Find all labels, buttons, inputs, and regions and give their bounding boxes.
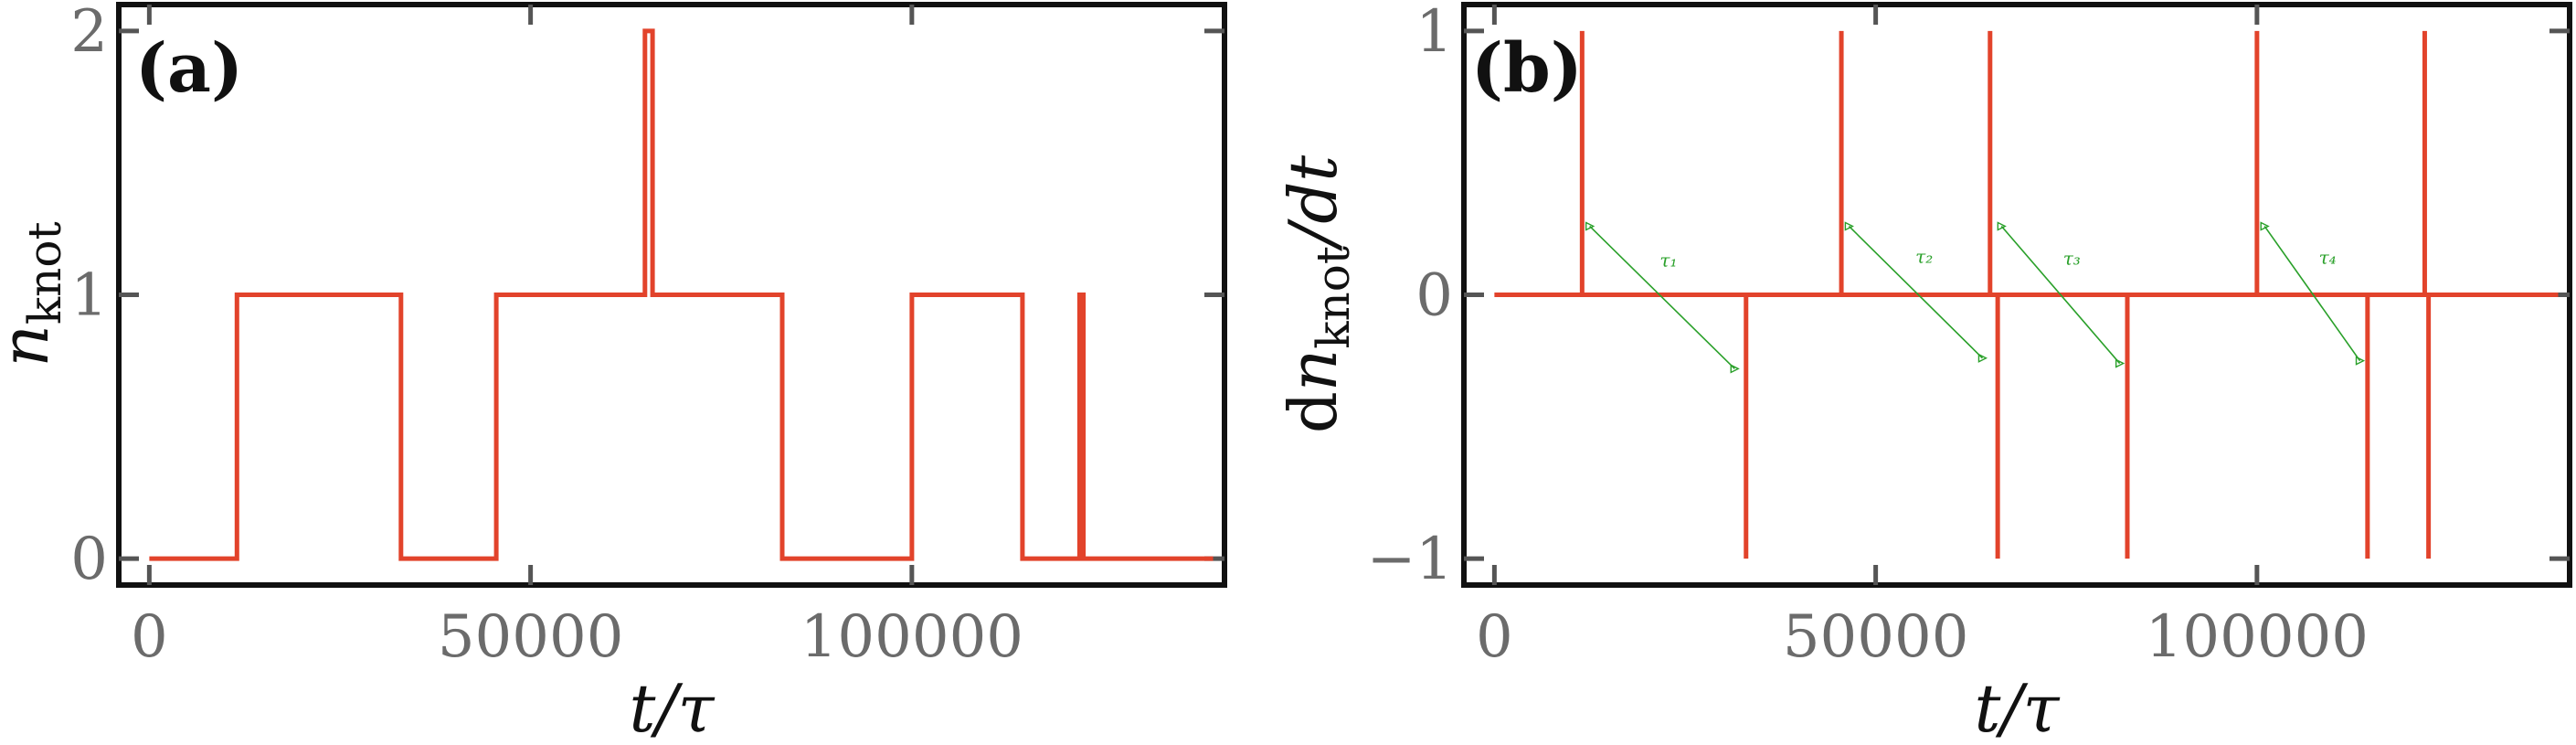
panel-b-tag: (b)	[1471, 29, 1583, 108]
panel-b-xlabel-text: t/τ	[1974, 670, 2060, 745]
panel-a-xlabel: t/τ	[629, 670, 715, 745]
panel-b-ylabel-main: n	[1275, 349, 1352, 391]
annotation-arrowhead-end	[2355, 356, 2366, 366]
annotation-arrow	[2263, 225, 2361, 362]
panel-b-ytick-label: 0	[1415, 262, 1453, 330]
panel-b-ytick-label: 1	[1415, 0, 1453, 66]
panel-b-ylabel-post: /dt	[1275, 154, 1352, 251]
panel-a-tag: (a)	[135, 29, 243, 108]
panel-a-tick-labels: 0 50000 100000 0 1 2	[70, 0, 1023, 671]
panel-a-ylabel-main: n	[0, 325, 63, 367]
panel-a-ytick-label: 1	[70, 262, 108, 330]
annotation-arrowhead-start	[2260, 221, 2270, 231]
annotation-label: τ₃	[2063, 247, 2081, 269]
panel-a-ytick-label: 2	[70, 0, 108, 66]
panel-b-series	[1494, 30, 2559, 559]
panel-b-xtick-label: 100000	[2146, 603, 2369, 671]
panel-a-xlabel-text: t/τ	[629, 670, 715, 745]
annotation-arrow	[1589, 225, 1735, 369]
panel-b-tick-labels: 0 50000 100000 −1 0 1	[1367, 0, 2369, 671]
annotation-arrowhead-start	[1997, 221, 2007, 231]
panel-a-xtick-label: 100000	[800, 603, 1023, 671]
annotation-label: τ₂	[1915, 246, 1933, 268]
panel-b-ylabel-sub: knot	[1307, 246, 1360, 349]
annotation-arrowhead-end	[2115, 358, 2125, 368]
annotation-arrowhead-start	[1585, 221, 1595, 231]
panel-b-xlabel: t/τ	[1974, 670, 2060, 745]
annotation-label: τ₄	[2319, 247, 2337, 269]
annotation-arrowhead-start	[1844, 221, 1854, 231]
panel-b: (b) 0 50000 100000 −1 0 1 τ₁ τ₂ τ₃ τ₄ t/τ dnknot…	[1275, 0, 2572, 745]
panel-b-xtick-label: 50000	[1783, 603, 1969, 671]
panel-b-ticks	[1464, 5, 2570, 585]
knot-count-line	[149, 28, 1214, 561]
panel-a-series	[149, 28, 1214, 561]
annotation-arrow	[2000, 225, 2121, 365]
panel-b-xtick-label: 0	[1476, 603, 1513, 671]
panel-b-ylabel-pre: d	[1275, 391, 1352, 433]
panel-b-annotations: τ₁ τ₂ τ₃ τ₄	[1585, 221, 2366, 374]
annotation-label: τ₁	[1659, 249, 1677, 271]
panel-b-ylabel: dnknot/dt	[1275, 154, 1360, 434]
annotation-arrow	[1848, 225, 1984, 359]
annotation-arrowhead-end	[1730, 364, 1740, 374]
panel-a-xtick-label: 0	[131, 603, 168, 671]
annotation-arrowhead-end	[1977, 353, 1988, 363]
panel-a-ticks	[119, 5, 1224, 585]
panel-a-ytick-label: 0	[70, 526, 108, 593]
panel-a: (a) 0 50000 100000 0 1 2 t/τ nknot	[0, 0, 1227, 745]
panel-a-ylabel: nknot	[0, 221, 71, 367]
panel-a-ylabel-sub: knot	[18, 221, 71, 325]
panel-a-xtick-label: 50000	[438, 603, 624, 671]
panel-b-ytick-label: −1	[1367, 526, 1453, 593]
